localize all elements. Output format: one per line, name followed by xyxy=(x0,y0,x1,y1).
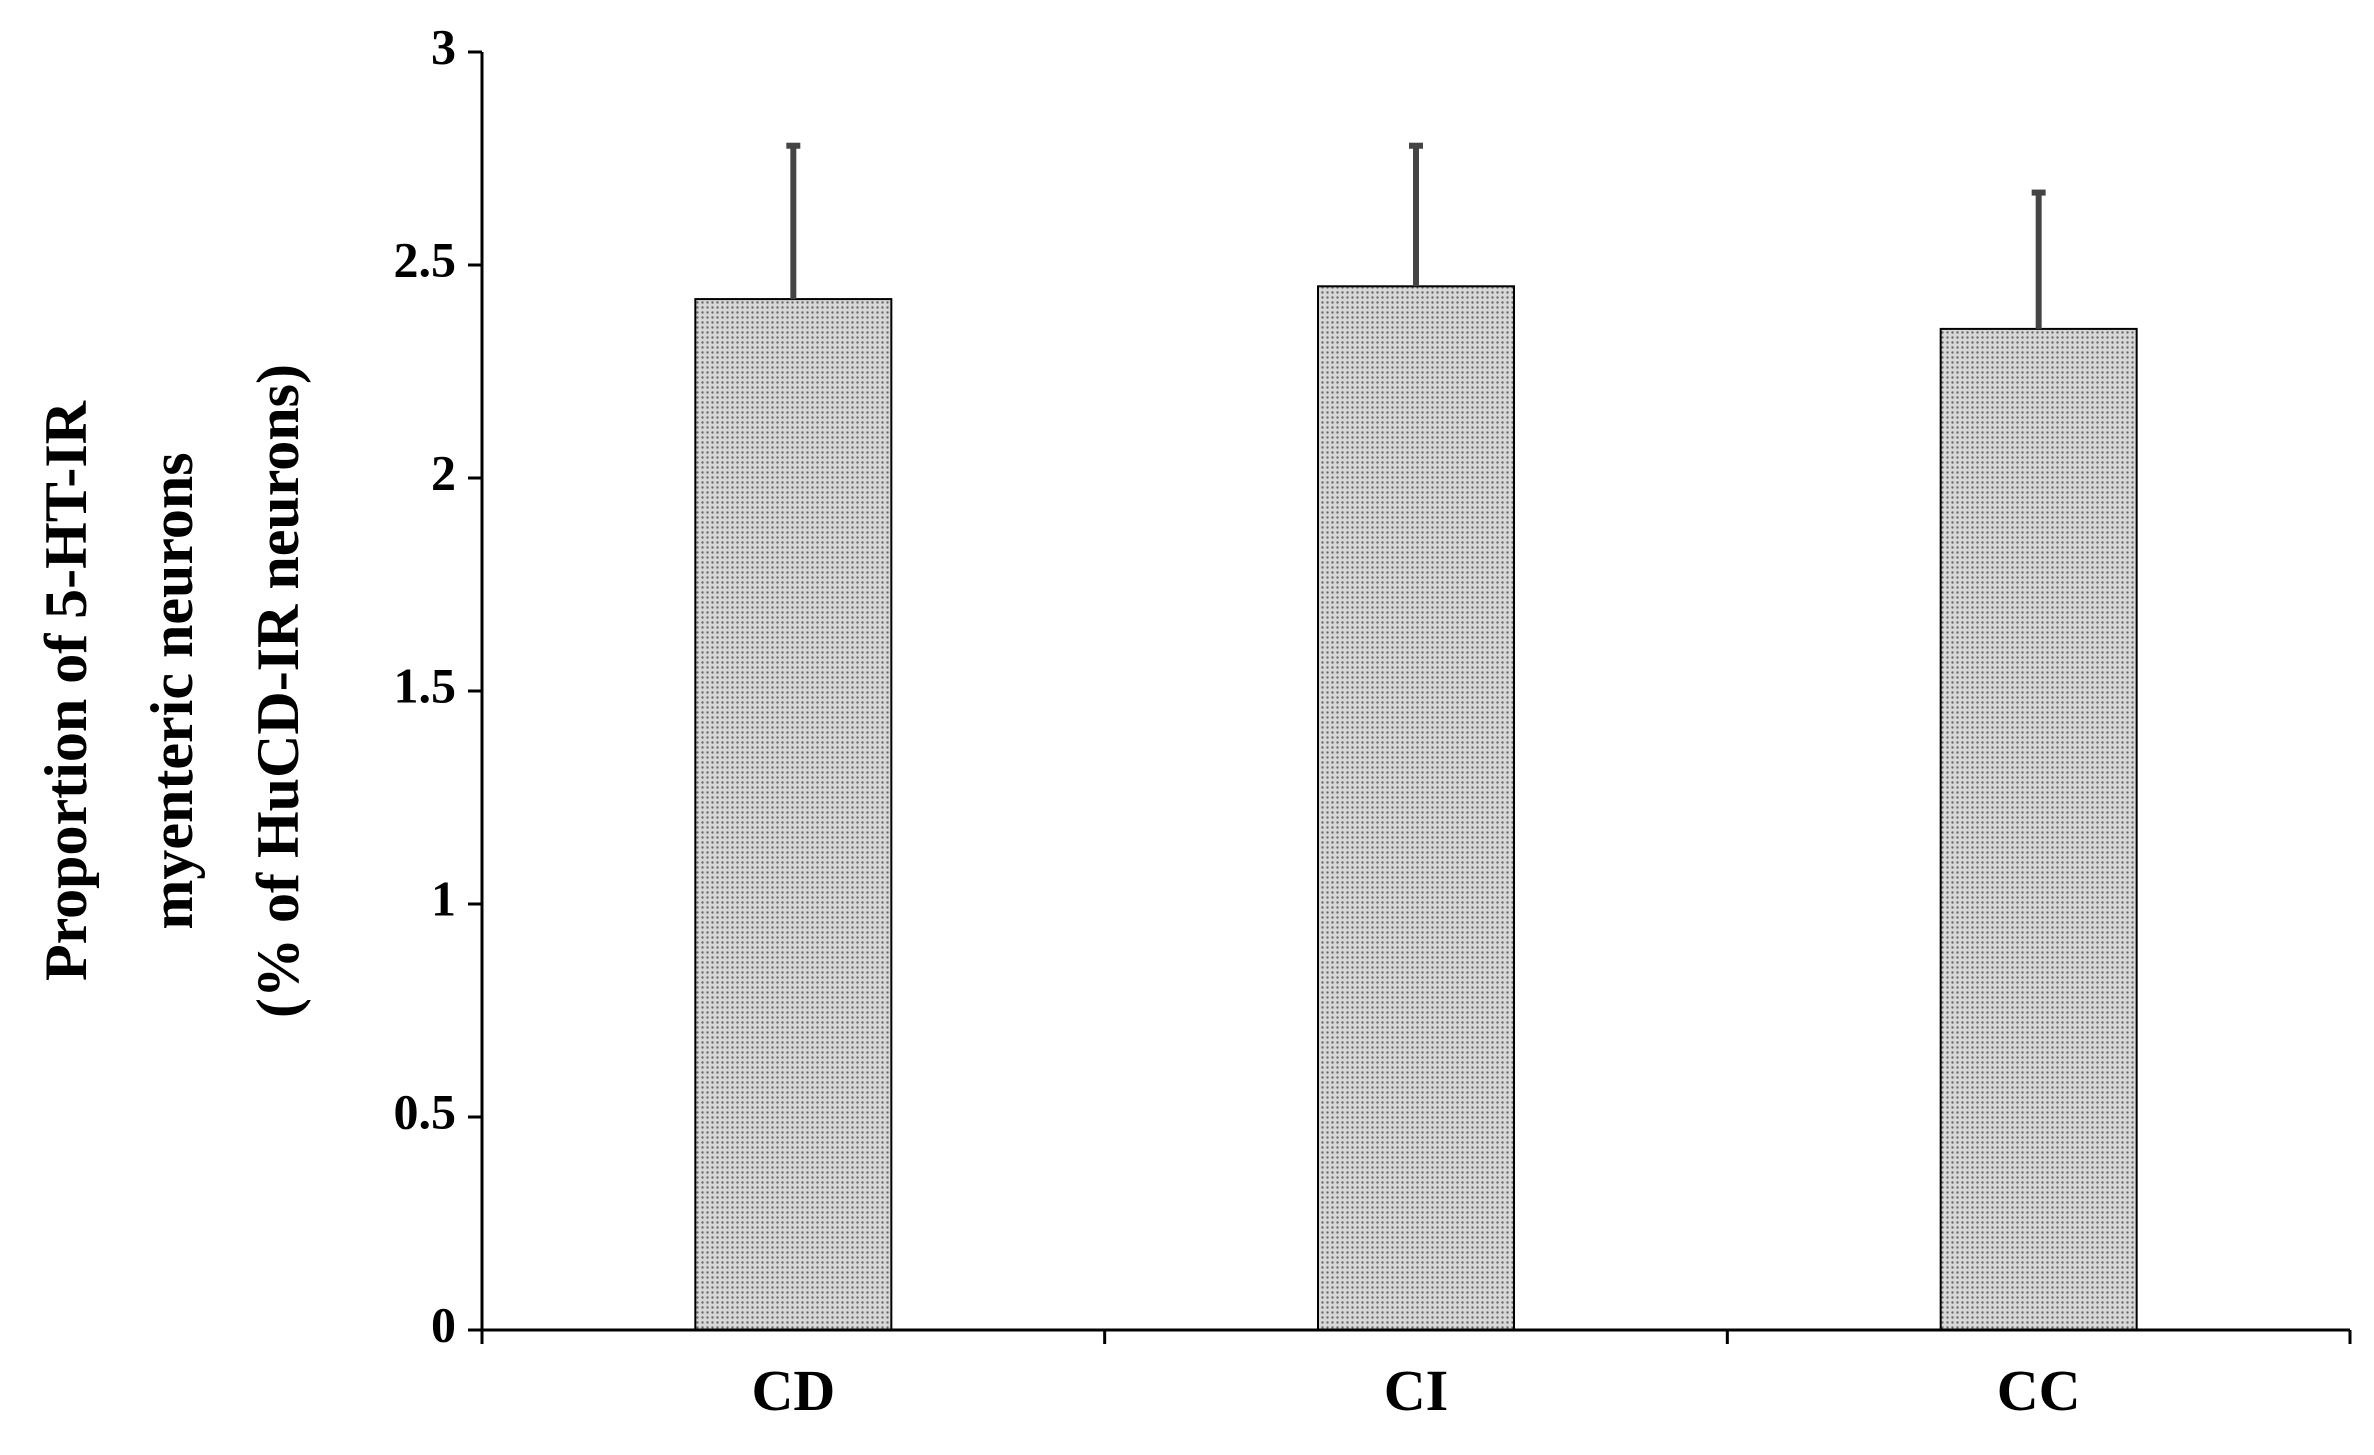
y-axis-title-line: myenteric neurons xyxy=(139,452,205,929)
bar-cc xyxy=(1939,327,2138,1331)
y-tick-label: 2.5 xyxy=(394,231,457,287)
y-axis-title-line: Proportion of 5-HT-IR xyxy=(33,400,99,981)
y-tick-label: 0 xyxy=(431,1296,456,1352)
x-tick-label-ci: CI xyxy=(1384,1358,1448,1423)
y-axis-ticks: 0 0.5 1 1.5 2 2.5 3 xyxy=(394,18,482,1352)
axes xyxy=(480,52,2352,1344)
y-axis-title: Proportion of 5-HT-IR myenteric neurons (%… xyxy=(33,364,311,1018)
bars xyxy=(694,142,2138,1332)
bar-ci xyxy=(1317,285,1515,1331)
y-tick-label: 2 xyxy=(431,444,456,500)
y-tick-label: 3 xyxy=(431,18,456,74)
y-tick-label: 1 xyxy=(431,870,456,926)
y-tick-label: 0.5 xyxy=(394,1083,457,1139)
bar-cd xyxy=(694,298,893,1332)
y-tick-label: 1.5 xyxy=(394,657,457,713)
x-tick-label-cd: CD xyxy=(751,1358,835,1423)
x-axis-labels: CD CI CC xyxy=(751,1358,2080,1423)
x-tick-label-cc: CC xyxy=(1997,1358,2081,1423)
y-axis-title-line: (% of HuCD-IR neurons) xyxy=(245,364,311,1018)
